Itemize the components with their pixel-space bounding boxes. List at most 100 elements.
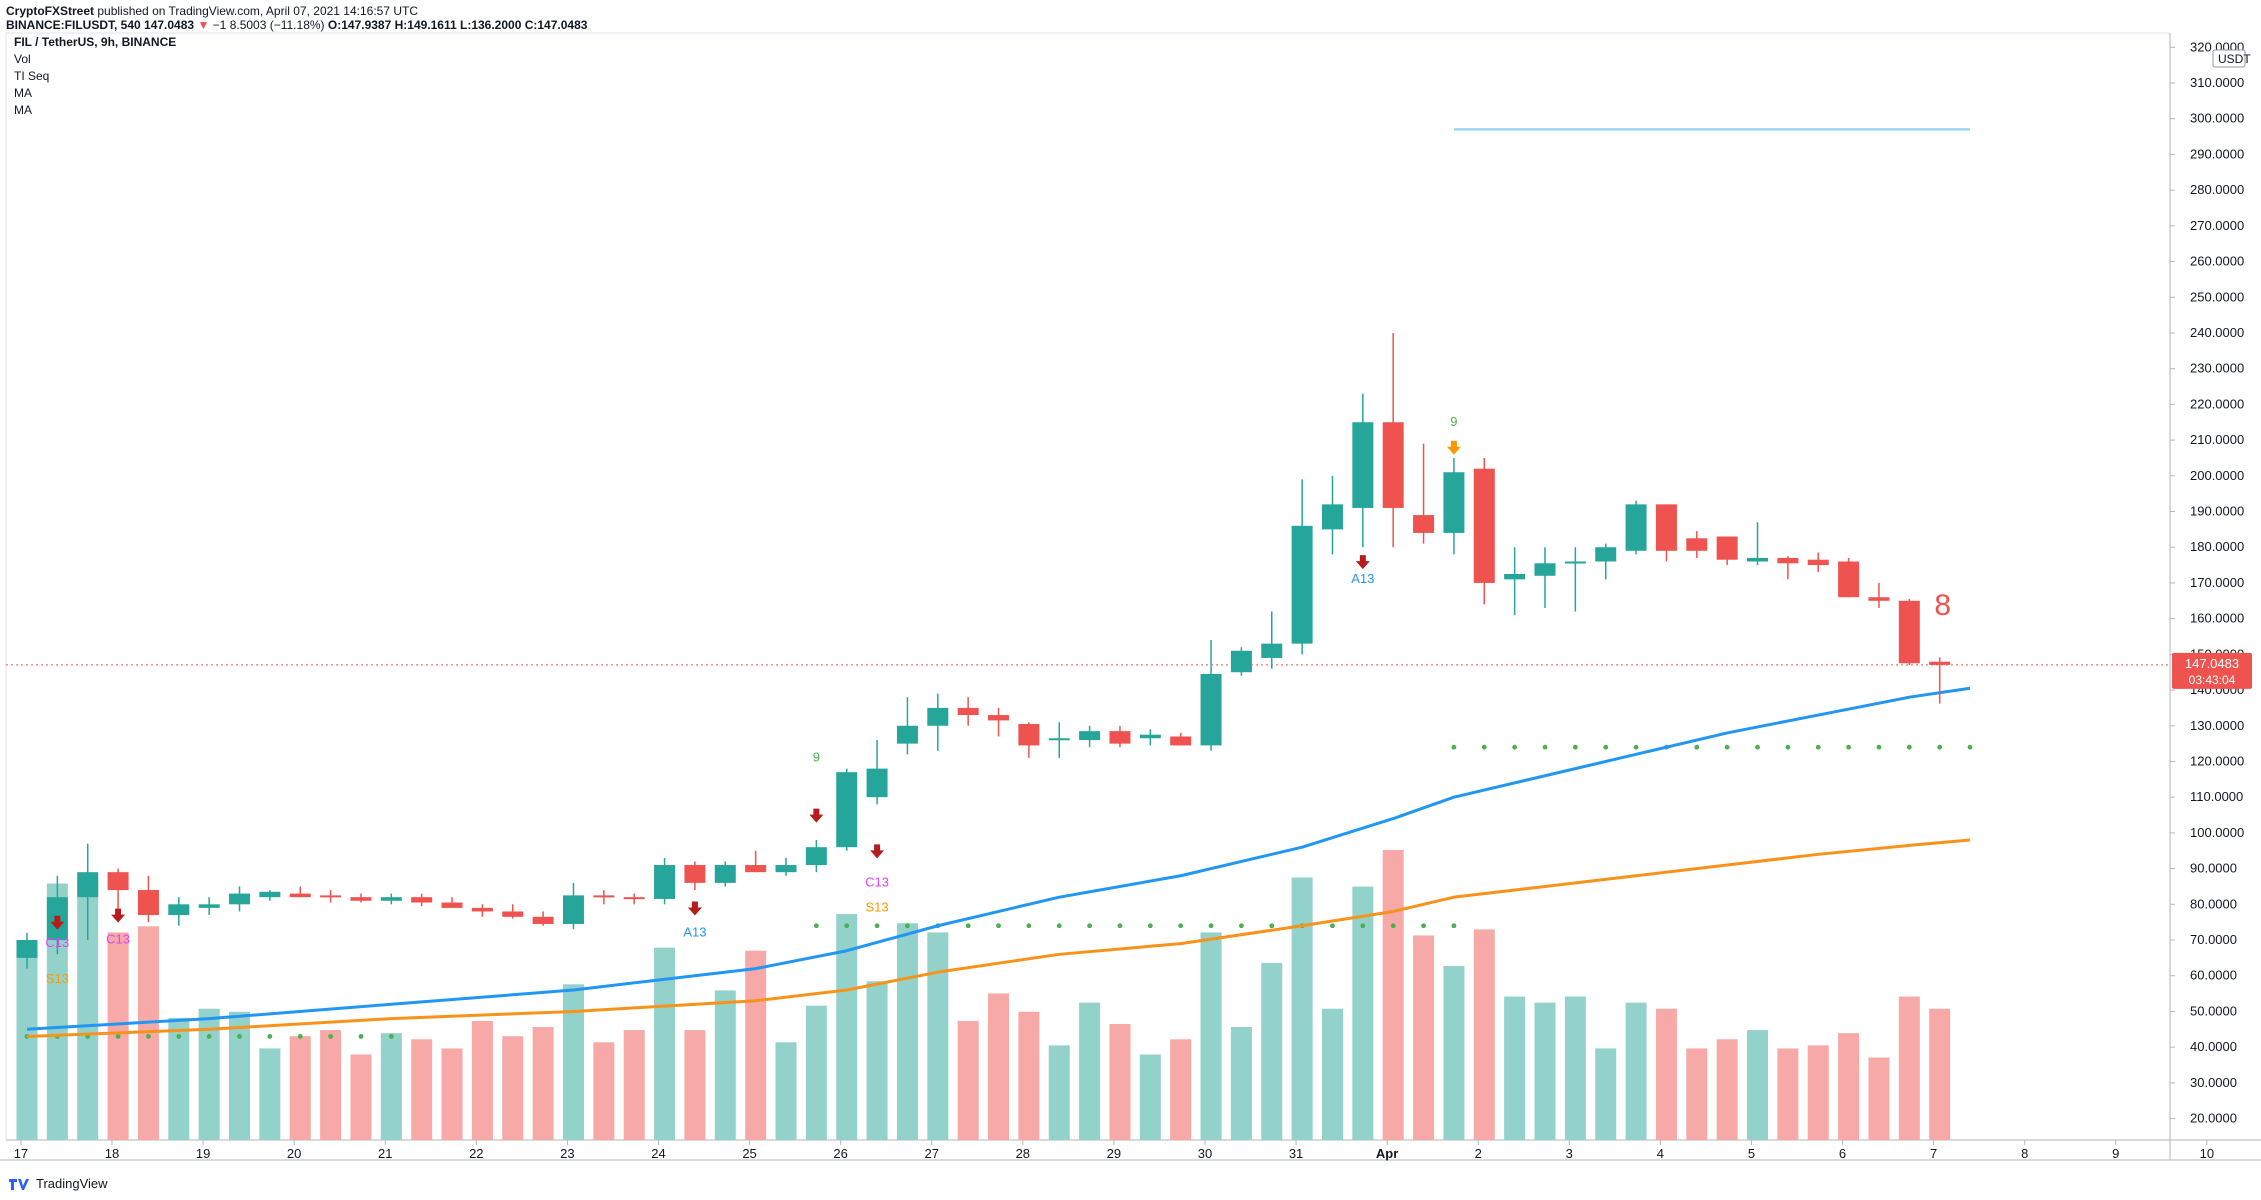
candle-body bbox=[1504, 574, 1526, 580]
support-dot bbox=[1056, 923, 1062, 929]
x-tick-label: 31 bbox=[1289, 1146, 1303, 1161]
support-dot bbox=[1694, 744, 1700, 750]
support-dot bbox=[1208, 923, 1214, 929]
footer-brand: TradingView bbox=[8, 1176, 108, 1191]
volume-bar bbox=[957, 1020, 979, 1140]
tradingview-logo-icon bbox=[9, 1178, 29, 1190]
x-tick-label: 5 bbox=[1748, 1146, 1755, 1161]
sell-arrow-icon bbox=[809, 808, 824, 823]
candle-body bbox=[320, 895, 342, 898]
volume-bar bbox=[229, 1011, 251, 1140]
candle-body bbox=[289, 893, 311, 898]
support-dot bbox=[1330, 923, 1335, 929]
candle-body bbox=[198, 904, 220, 908]
candle-body bbox=[654, 865, 676, 899]
support-dot bbox=[1421, 923, 1426, 929]
volume-bar bbox=[1473, 929, 1495, 1140]
x-tick-label: 17 bbox=[14, 1146, 28, 1161]
x-tick-label: 20 bbox=[287, 1146, 301, 1161]
y-tick-label: 290.0000 bbox=[2190, 146, 2244, 161]
candle-body bbox=[16, 940, 38, 958]
candle-body bbox=[1686, 538, 1708, 551]
y-tick-label: 130.0000 bbox=[2190, 718, 2244, 733]
x-tick-label: 19 bbox=[196, 1146, 210, 1161]
candle-body bbox=[714, 865, 736, 883]
candle-body bbox=[1443, 472, 1465, 533]
support-dot bbox=[1724, 744, 1730, 750]
support-dot bbox=[1633, 744, 1639, 750]
support-dot bbox=[1178, 923, 1184, 929]
y-tick-label: 170.0000 bbox=[2190, 575, 2244, 590]
candle-body bbox=[805, 847, 827, 866]
volume-bar bbox=[1838, 1033, 1860, 1140]
volume-bar bbox=[46, 883, 68, 1140]
volume-bar bbox=[896, 923, 918, 1140]
x-tick-label: 23 bbox=[560, 1146, 574, 1161]
support-dot bbox=[328, 1034, 333, 1039]
x-tick-label: 9 bbox=[2112, 1146, 2119, 1161]
indicator-ma-2[interactable]: MA bbox=[14, 103, 32, 117]
brand-text: TradingView bbox=[36, 1176, 108, 1191]
x-tick-label: 6 bbox=[1839, 1146, 1846, 1161]
y-tick-label: 70.0000 bbox=[2190, 932, 2237, 947]
y-tick-label: 20.0000 bbox=[2190, 1111, 2237, 1126]
ohlc-values: O:147.9387 H:149.1611 L:136.2000 C:147.0… bbox=[327, 18, 588, 32]
support-dot bbox=[267, 1034, 273, 1039]
y-unit-label: USDT bbox=[2218, 52, 2251, 66]
indicator-ma-1[interactable]: MA bbox=[14, 86, 32, 100]
setup-count-label: 8 bbox=[1934, 589, 1951, 622]
warning-arrow-icon bbox=[1446, 440, 1461, 455]
candle-body bbox=[1929, 661, 1951, 665]
volume-bar bbox=[380, 1033, 402, 1140]
volume-bar bbox=[1018, 1011, 1040, 1140]
sell-arrow-icon bbox=[1355, 555, 1370, 570]
candle-body bbox=[1261, 643, 1283, 658]
candle-body bbox=[1170, 736, 1192, 746]
countdown-label: 03:43:04 bbox=[2189, 673, 2236, 687]
candle-body bbox=[350, 897, 372, 901]
candle-body bbox=[107, 872, 129, 891]
price-tag-label: 147.0483 bbox=[2185, 656, 2239, 671]
candle-body bbox=[623, 897, 645, 900]
volume-bar bbox=[927, 932, 949, 1140]
candle-body bbox=[1716, 536, 1738, 560]
support-dot bbox=[1572, 744, 1578, 750]
support-dot bbox=[146, 1034, 151, 1039]
y-tick-label: 60.0000 bbox=[2190, 968, 2237, 983]
volume-bar bbox=[1504, 996, 1526, 1140]
support-dot bbox=[965, 923, 971, 929]
support-dot bbox=[206, 1034, 212, 1039]
support-dot bbox=[1937, 744, 1943, 750]
y-tick-label: 110.0000 bbox=[2190, 789, 2243, 804]
y-tick-label: 240.0000 bbox=[2190, 325, 2244, 340]
y-tick-label: 280.0000 bbox=[2190, 182, 2244, 197]
volume-bar bbox=[1807, 1045, 1829, 1140]
volume-bar bbox=[411, 1039, 433, 1140]
support-dot bbox=[1239, 923, 1244, 929]
volume-bar bbox=[562, 984, 584, 1140]
volume-bar bbox=[1777, 1048, 1799, 1140]
support-dot bbox=[1269, 923, 1275, 929]
x-tick-label: 8 bbox=[2021, 1146, 2028, 1161]
volume-bar bbox=[1686, 1048, 1708, 1140]
volume-bar bbox=[532, 1027, 554, 1140]
support-dot bbox=[1117, 923, 1123, 929]
seq-label: S13 bbox=[866, 899, 889, 914]
candle-body bbox=[441, 902, 463, 908]
candle-body bbox=[1777, 557, 1799, 564]
support-dot bbox=[1846, 744, 1851, 750]
candle-body bbox=[1595, 547, 1617, 562]
volume-bar bbox=[1625, 1002, 1647, 1140]
candle-body bbox=[1382, 422, 1404, 508]
indicator-vol[interactable]: Vol bbox=[14, 52, 31, 66]
volume-bar bbox=[198, 1008, 220, 1140]
candle-body bbox=[168, 904, 190, 916]
support-dot bbox=[1087, 923, 1092, 929]
indicator-ti-seq[interactable]: TI Seq bbox=[14, 69, 50, 83]
y-tick-label: 230.0000 bbox=[2190, 361, 2244, 376]
seq-label: S13 bbox=[46, 971, 69, 986]
seq-label: C13 bbox=[106, 932, 130, 947]
volume-bar bbox=[836, 914, 858, 1140]
candle-body bbox=[1109, 731, 1131, 744]
